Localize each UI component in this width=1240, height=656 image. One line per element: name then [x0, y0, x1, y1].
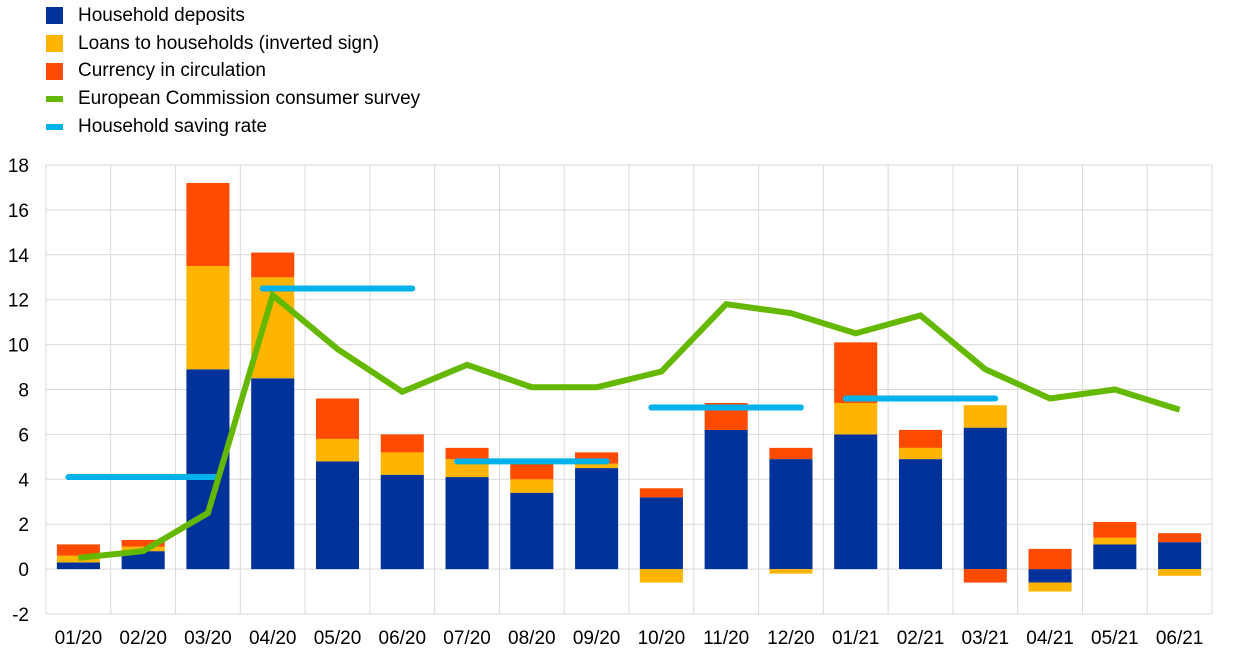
x-tick-label: 05/21 [1091, 628, 1139, 649]
bar-currency-in-circulation [639, 488, 683, 498]
y-tick-label: 2 [18, 515, 29, 536]
x-tick-label: 05/20 [314, 628, 362, 649]
bar-household-deposits [575, 468, 619, 570]
legend-label-household-saving-rate: Household saving rate [78, 116, 268, 138]
bar-currency-in-circulation [380, 434, 424, 453]
y-tick-label: 0 [18, 560, 29, 581]
bar-currency-in-circulation [1158, 533, 1202, 543]
bar-household-deposits [769, 459, 813, 570]
bar-currency-in-circulation [898, 429, 943, 448]
bar-currency-in-circulation [963, 569, 1007, 583]
x-tick-label: 04/21 [1026, 628, 1074, 649]
bar-currency-in-circulation [251, 252, 295, 278]
bar-household-deposits [834, 434, 878, 570]
legend-swatch-household-deposits [46, 7, 63, 25]
consumer-survey-line [78, 289, 1181, 561]
bar-household-deposits [251, 378, 295, 570]
bar-household-deposits [639, 497, 683, 570]
bar-currency-in-circulation [315, 398, 360, 439]
x-tick-label: 07/20 [443, 628, 491, 649]
y-tick-label: 12 [8, 291, 29, 312]
legend-swatch-currency-in-circulation [46, 62, 63, 80]
y-tick-label: 4 [18, 470, 29, 491]
bar-household-deposits [121, 551, 165, 570]
chart-legend: Household deposits Loans to households (… [46, 2, 420, 141]
bar-household-deposits [704, 429, 748, 570]
bar-currency-in-circulation [769, 447, 813, 460]
bar-loans-to-households-inverted-sign [380, 452, 424, 475]
x-tick-label: 03/21 [962, 628, 1010, 649]
legend-label-consumer-survey: European Commission consumer survey [78, 88, 421, 110]
bar-loans-to-households-inverted-sign [510, 479, 554, 493]
bar-loans-to-households-inverted-sign [1093, 537, 1137, 545]
legend-item-consumer-survey: European Commission consumer survey [46, 85, 420, 113]
x-tick-label: 10/20 [638, 628, 686, 649]
bar-loans-to-households-inverted-sign [963, 405, 1007, 428]
bar-household-deposits [380, 474, 424, 570]
bar-loans-to-households-inverted-sign [186, 266, 230, 370]
bar-household-deposits [445, 477, 489, 570]
legend-swatch-loans-to-households [46, 35, 63, 53]
bar-currency-in-circulation [1093, 521, 1137, 538]
y-tick-label: 18 [8, 156, 29, 177]
bar-household-deposits [1093, 544, 1137, 570]
legend-item-household-deposits: Household deposits [46, 2, 420, 30]
legend-label-household-deposits: Household deposits [78, 4, 245, 26]
bar-household-deposits [315, 461, 360, 570]
bar-loans-to-households-inverted-sign [575, 463, 619, 469]
bar-currency-in-circulation [1028, 548, 1072, 570]
x-tick-label: 09/20 [573, 628, 621, 649]
x-tick-label: 01/20 [55, 628, 103, 649]
bar-household-deposits [963, 427, 1007, 570]
y-tick-label: 16 [8, 201, 29, 222]
x-tick-label: 03/20 [184, 628, 232, 649]
x-tick-label: 04/20 [249, 628, 297, 649]
x-tick-label: 06/20 [379, 628, 427, 649]
y-tick-label: 10 [8, 336, 29, 357]
bar-currency-in-circulation [56, 544, 100, 556]
bar-loans-to-households-inverted-sign [898, 447, 943, 460]
legend-item-household-saving-rate: Household saving rate [46, 113, 420, 141]
y-tick-label: -2 [12, 605, 29, 626]
bar-currency-in-circulation [186, 182, 230, 267]
bar-loans-to-households-inverted-sign [56, 555, 100, 563]
y-tick-label: 6 [18, 425, 29, 446]
legend-label-loans-to-households: Loans to households (inverted sign) [78, 32, 380, 54]
bar-currency-in-circulation [575, 452, 619, 464]
bar-loans-to-households-inverted-sign [639, 569, 683, 583]
x-tick-label: 08/20 [508, 628, 556, 649]
legend-swatch-household-saving-rate [46, 124, 63, 131]
x-tick-label: 11/20 [703, 628, 749, 649]
x-tick-label: 12/20 [767, 628, 815, 649]
x-tick-label: 01/21 [832, 628, 880, 649]
bar-household-deposits [510, 492, 554, 570]
bar-household-deposits [1028, 569, 1072, 583]
bar-loans-to-households-inverted-sign [834, 402, 878, 435]
bar-currency-in-circulation [445, 447, 489, 460]
bar-loans-to-households-inverted-sign [769, 569, 813, 574]
y-tick-label: 8 [18, 381, 29, 402]
bar-currency-in-circulation [121, 539, 165, 547]
bar-loans-to-households-inverted-sign [315, 438, 360, 462]
x-tick-label: 06/21 [1156, 628, 1204, 649]
legend-swatch-consumer-survey [46, 96, 63, 103]
bar-household-deposits [1158, 542, 1202, 570]
bar-household-deposits [56, 562, 100, 570]
legend-item-currency-in-circulation: Currency in circulation [46, 58, 420, 86]
x-tick-label: 02/20 [119, 628, 167, 649]
bar-household-deposits [898, 459, 943, 570]
legend-item-loans-to-households: Loans to households (inverted sign) [46, 30, 420, 58]
bar-currency-in-circulation [510, 463, 554, 480]
bar-loans-to-households-inverted-sign [1158, 569, 1202, 576]
x-tick-label: 02/21 [897, 628, 945, 649]
bar-loans-to-households-inverted-sign [1028, 582, 1072, 592]
bar-currency-in-circulation [834, 342, 878, 403]
y-tick-label: 14 [8, 246, 30, 267]
legend-label-currency-in-circulation: Currency in circulation [78, 60, 266, 82]
